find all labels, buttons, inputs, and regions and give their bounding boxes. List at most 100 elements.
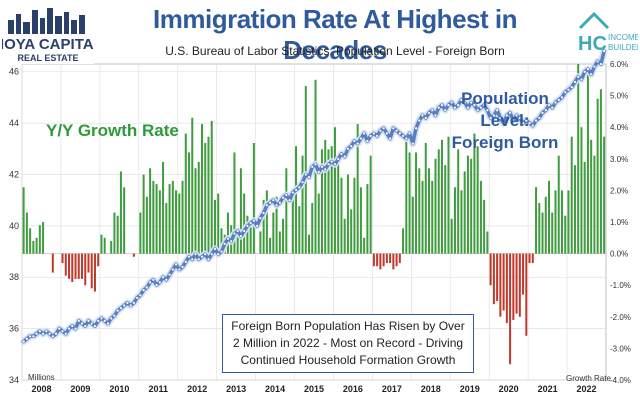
population-point: [54, 332, 58, 335]
growth-bar: [142, 174, 145, 254]
growth-bar: [80, 253, 84, 279]
growth-bar: [181, 180, 184, 254]
right-tick-label: 3.0%: [610, 155, 628, 164]
growth-bar: [343, 218, 346, 254]
population-point: [512, 119, 515, 122]
population-point: [35, 332, 38, 335]
population-point: [252, 219, 255, 222]
growth-bar: [171, 180, 174, 254]
right-tick-label: 0.0%: [610, 250, 628, 259]
population-point: [171, 268, 174, 271]
population-point: [350, 145, 353, 148]
growth-bar: [29, 228, 32, 254]
population-point: [191, 258, 194, 261]
population-point: [554, 101, 557, 104]
growth-bar: [61, 253, 64, 264]
population-point: [505, 114, 508, 117]
population-point: [340, 152, 343, 156]
population-point: [330, 160, 333, 163]
growth-bar: [178, 193, 181, 254]
right-tick-label: -4.0%: [610, 376, 631, 385]
population-point: [48, 332, 51, 335]
population-point: [129, 304, 132, 307]
growth-bar: [489, 253, 492, 286]
growth-bar: [453, 187, 456, 254]
population-point: [551, 106, 554, 109]
growth-bar: [596, 98, 599, 254]
growth-bar: [525, 253, 528, 336]
growth-bar: [398, 253, 401, 264]
population-point: [392, 127, 395, 130]
growth-bar: [337, 161, 340, 254]
growth-bar: [259, 231, 262, 254]
growth-bar: [301, 155, 304, 254]
population-point: [314, 163, 317, 166]
population-point: [492, 114, 495, 117]
population-point: [418, 119, 421, 122]
population-point: [249, 222, 252, 225]
growth-bar: [483, 199, 486, 254]
growth-bar: [282, 218, 285, 254]
right-axis: -4.0% -3.0% -2.0% -1.0% 0.0% 1.0% 2.0% 3.0% 4.0%…: [610, 60, 631, 385]
population-point: [93, 324, 97, 328]
growth-bar: [444, 165, 447, 254]
left-tick-label: 36: [9, 324, 19, 334]
growth-bar: [285, 168, 288, 254]
hoya-capital-logo: HOYA CAPITAL REAL ESTATE: [0, 6, 103, 64]
population-point: [25, 337, 28, 340]
right-tick-label: 6.0%: [610, 60, 628, 69]
population-point: [233, 232, 236, 235]
growth-bar: [476, 146, 479, 254]
left-tick-label: 42: [9, 169, 19, 179]
population-point: [586, 68, 590, 71]
growth-bar: [220, 228, 223, 254]
growth-bar: [119, 171, 122, 254]
growth-bar: [372, 253, 375, 267]
growth-bar: [541, 212, 544, 254]
population-point: [502, 121, 505, 125]
growth-bar: [233, 152, 236, 254]
growth-bar: [298, 206, 301, 254]
growth-bar: [327, 149, 330, 254]
growth-bar: [330, 146, 333, 254]
population-point: [200, 255, 204, 258]
x-tick-label: 2014: [265, 384, 285, 394]
x-tick-label: 2009: [70, 384, 90, 394]
population-point: [431, 109, 434, 112]
growth-bar: [359, 187, 362, 254]
population-point: [29, 335, 32, 338]
growth-bar: [385, 253, 388, 264]
population-point: [437, 106, 440, 109]
population-point: [291, 191, 294, 194]
population-point: [434, 114, 437, 117]
growth-bar: [447, 136, 450, 254]
growth-bar: [492, 253, 495, 305]
growth-bar: [217, 193, 220, 254]
growth-bar: [531, 253, 534, 264]
growth-bar: [272, 212, 275, 254]
population-point: [528, 121, 531, 125]
growth-bar: [356, 124, 359, 254]
growth-bar: [389, 253, 392, 264]
population-point: [197, 258, 200, 261]
growth-bar: [470, 158, 473, 254]
population-point: [236, 229, 239, 233]
right-tick-label: -1.0%: [610, 281, 631, 290]
growth-bar: [499, 253, 502, 317]
growth-bar: [479, 180, 482, 254]
growth-bar: [369, 155, 372, 254]
growth-bar: [90, 253, 93, 289]
growth-bar: [32, 240, 35, 254]
population-point: [90, 322, 93, 325]
growth-bar: [518, 253, 521, 317]
growth-bar: [252, 143, 255, 254]
growth-bar: [317, 193, 320, 254]
right-tick-label: -2.0%: [610, 313, 631, 322]
left-axis-unit: Millions: [28, 373, 55, 382]
growth-bar: [175, 190, 178, 254]
left-axis: 34 36 38 40 42 44 46: [9, 67, 19, 385]
growth-bar: [538, 203, 541, 254]
population-point: [541, 111, 544, 114]
population-point: [174, 263, 178, 266]
